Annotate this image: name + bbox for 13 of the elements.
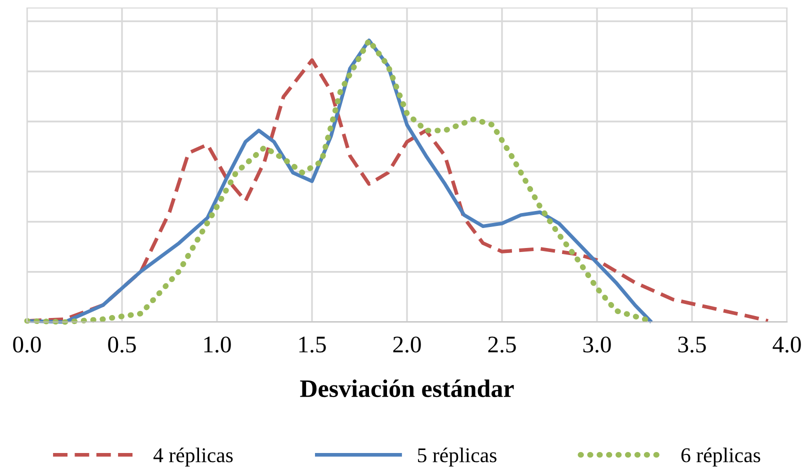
x-tick-label: 3.5: [678, 336, 706, 353]
x-tick-label: 4.0: [772, 336, 801, 353]
legend-label: 4 réplicas: [153, 448, 233, 467]
x-tick-label: 2.0: [393, 336, 421, 353]
x-tick-label: 0.0: [13, 336, 41, 353]
x-tick-label: 1.5: [299, 336, 326, 353]
x-axis-title: Desviación estándar: [300, 380, 514, 398]
x-tick-label: 0.5: [108, 336, 136, 353]
x-tick-label: 1.0: [204, 336, 231, 353]
x-tick-label: 3.0: [583, 336, 611, 353]
x-tick-label: 2.5: [488, 336, 516, 353]
legend-label: 5 réplicas: [418, 448, 496, 467]
legend-label: 6 réplicas: [681, 448, 760, 467]
